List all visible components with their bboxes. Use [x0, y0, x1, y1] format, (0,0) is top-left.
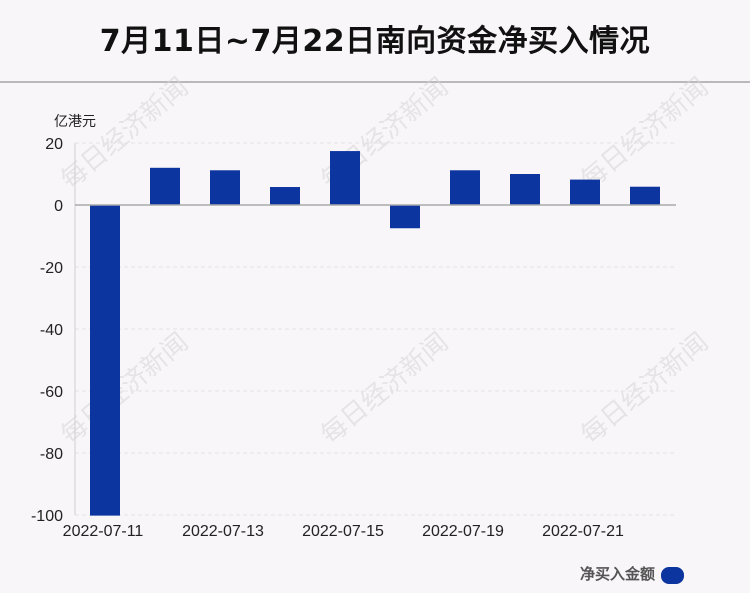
- y-unit-label: 亿港元: [54, 114, 96, 130]
- x-tick-labels: 2022-07-11 2022-07-13 2022-07-15 2022-07-19…: [63, 523, 624, 540]
- bar-2022-07-14: [270, 187, 300, 205]
- bar-2022-07-12: [150, 167, 180, 205]
- title-divider: [0, 81, 750, 83]
- y-tick-label: -80: [40, 446, 63, 463]
- legend: 净买入金额: [580, 565, 684, 584]
- legend-swatch: [661, 567, 684, 584]
- bar-2022-07-11: [90, 205, 120, 516]
- y-tick-label: -40: [40, 322, 63, 339]
- grid-lines: [75, 142, 676, 516]
- x-tick-label: 2022-07-13: [182, 523, 264, 540]
- bar-2022-07-13: [210, 170, 240, 205]
- y-tick-labels: 20 0 -20 -40 -60 -80 -100: [31, 136, 63, 525]
- y-tick-label: -100: [31, 508, 63, 525]
- bar-2022-07-21: [570, 179, 600, 205]
- chart-title: 7月11日~7月22日南向资金净买入情况: [99, 24, 651, 59]
- bar-2022-07-19: [450, 170, 480, 205]
- watermark-text: 每日经济新闻: [315, 327, 454, 450]
- y-tick-label: 20: [45, 136, 63, 153]
- legend-label: 净买入金额: [580, 565, 655, 583]
- watermark-text: 每日经济新闻: [55, 327, 194, 450]
- y-tick-label: -20: [40, 260, 63, 277]
- y-tick-label: 0: [54, 198, 63, 215]
- watermark-text: 每日经济新闻: [575, 327, 714, 450]
- x-tick-label: 2022-07-21: [542, 523, 624, 540]
- bar-2022-07-20: [510, 174, 540, 205]
- x-tick-label: 2022-07-19: [422, 523, 504, 540]
- bar-2022-07-15: [330, 151, 360, 205]
- bars: [90, 151, 660, 516]
- x-tick-label: 2022-07-15: [302, 523, 384, 540]
- bar-2022-07-22: [630, 186, 660, 205]
- y-tick-label: -60: [40, 384, 63, 401]
- watermark-text: 每日经济新闻: [575, 72, 714, 195]
- bar-2022-07-18: [390, 205, 420, 229]
- x-tick-label: 2022-07-11: [63, 523, 144, 540]
